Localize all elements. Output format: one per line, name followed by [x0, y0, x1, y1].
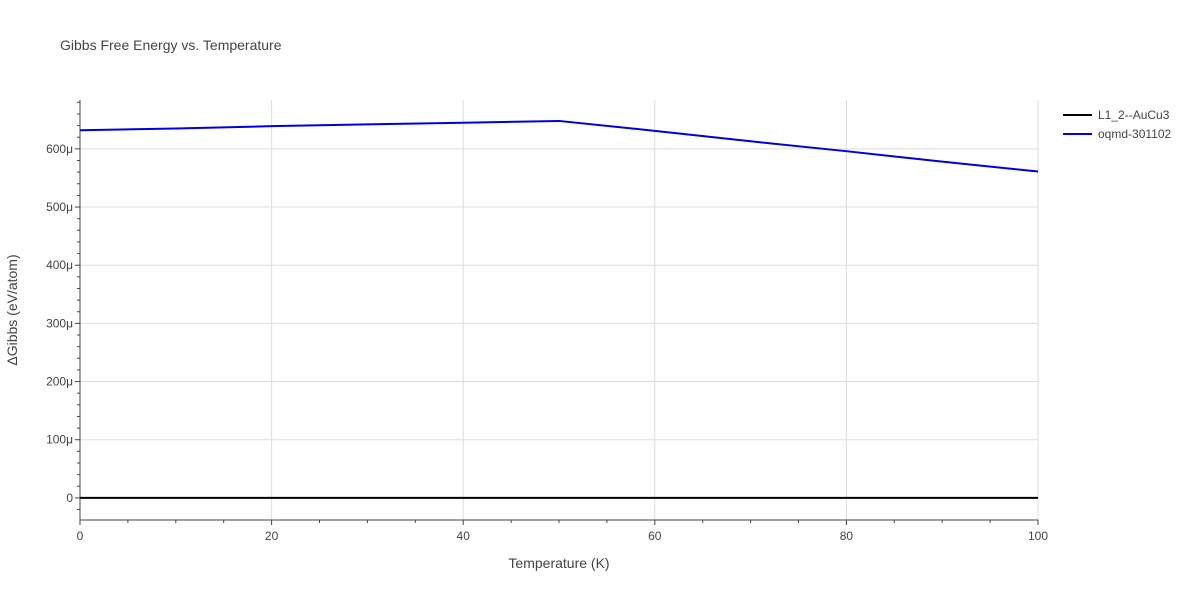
axes	[75, 100, 1039, 525]
y-tick-label: 600μ	[46, 142, 73, 156]
x-tick-label: 20	[265, 529, 279, 543]
chart-title: Gibbs Free Energy vs. Temperature	[60, 37, 282, 53]
y-tick-label: 400μ	[46, 258, 73, 272]
legend-label: oqmd-301102	[1098, 127, 1171, 141]
legend-label: L1_2--AuCu3	[1098, 108, 1170, 122]
legend[interactable]: L1_2--AuCu3 oqmd-301102	[1063, 108, 1171, 141]
y-tick-label: 300μ	[46, 316, 73, 330]
x-tick-label: 0	[77, 529, 84, 543]
y-tick-label: 0	[66, 491, 73, 505]
x-tick-label: 60	[648, 529, 662, 543]
x-axis-title: Temperature (K)	[508, 555, 609, 571]
y-axis-title: ΔGibbs (eV/atom)	[4, 254, 20, 365]
y-tick-label: 100μ	[46, 433, 73, 447]
x-tick-label: 40	[457, 529, 471, 543]
y-tick-label: 200μ	[46, 375, 73, 389]
y-tick-label: 500μ	[46, 200, 73, 214]
x-tick-label: 80	[840, 529, 854, 543]
series-line-2	[79, 119, 1039, 173]
grid	[80, 100, 1039, 520]
legend-item-2[interactable]: oqmd-301102	[1063, 127, 1171, 141]
legend-item-1[interactable]: L1_2--AuCu3	[1063, 108, 1170, 122]
series-lines	[79, 119, 1039, 499]
tick-labels: 0 20 40 60 80 100 0 100μ 200μ 300μ 400μ 500μ 600μ	[46, 142, 1048, 543]
x-tick-label: 100	[1028, 529, 1048, 543]
